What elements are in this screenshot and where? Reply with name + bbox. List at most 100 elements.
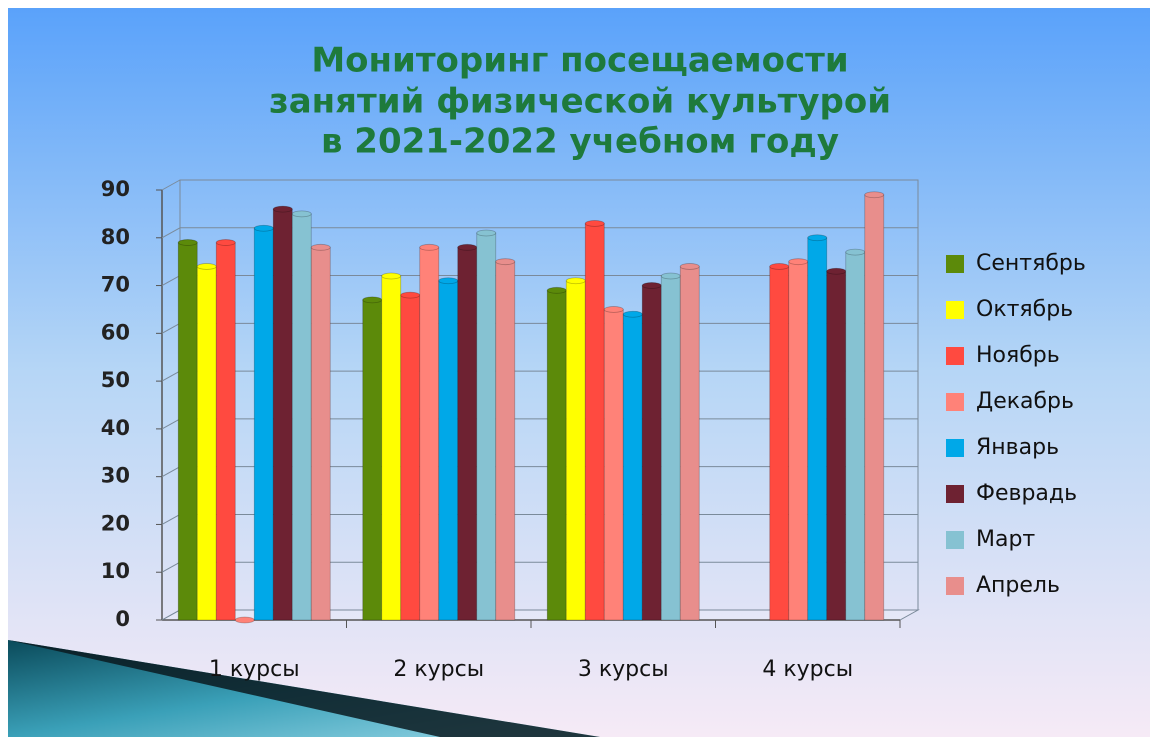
bar <box>845 251 866 621</box>
x-tick-label: 2 курсы <box>393 657 484 682</box>
legend-swatch <box>946 439 964 457</box>
bar-cap <box>457 243 478 251</box>
legend-label: Апрель <box>976 573 1060 598</box>
grid-connector <box>161 370 181 382</box>
bar <box>419 246 440 621</box>
bar-cap <box>215 239 236 246</box>
bar <box>807 237 828 621</box>
bar <box>641 285 662 621</box>
title: Мониторинг посещаемости занятий физическ… <box>269 41 891 162</box>
bar <box>310 246 331 621</box>
bar <box>253 227 274 621</box>
grid-connector <box>161 514 181 525</box>
bar <box>457 246 478 621</box>
bar-cap <box>310 243 331 251</box>
bar <box>381 275 402 621</box>
y-tick-label: 60 <box>101 320 130 344</box>
bar <box>215 242 236 621</box>
bar <box>679 266 700 621</box>
bar <box>438 280 459 621</box>
y-tick-label: 70 <box>101 273 130 297</box>
bar <box>177 242 198 621</box>
bar-cap <box>546 286 567 294</box>
bar-cap <box>845 248 866 256</box>
bar-cap <box>362 296 383 304</box>
title-line: Мониторинг посещаемости <box>311 41 848 81</box>
y-tick-label: 50 <box>101 368 130 392</box>
bar-cap <box>234 616 255 624</box>
bar-cap <box>788 258 809 266</box>
title-line: занятий физической культурой <box>269 82 891 122</box>
legend-swatch <box>946 577 964 595</box>
grid-connector <box>161 561 181 573</box>
bar <box>565 280 586 621</box>
legend-swatch <box>946 531 964 549</box>
y-tick-label: 20 <box>101 511 130 535</box>
bar-cap <box>807 234 828 242</box>
bar-cap <box>253 224 274 232</box>
x-tick-label: 3 курсы <box>578 657 669 682</box>
title-line: в 2021-2022 учебном году <box>321 122 839 162</box>
legend-swatch <box>946 485 964 503</box>
corner-shadow <box>8 640 600 737</box>
bar-cap <box>272 205 293 213</box>
grid-connector <box>161 466 181 478</box>
bar <box>495 261 516 621</box>
bar <box>291 213 312 621</box>
bar <box>864 194 885 621</box>
y-tick-label: 80 <box>101 225 130 249</box>
bar-cap <box>565 277 586 285</box>
bar <box>400 294 421 621</box>
bar-cap <box>864 191 885 199</box>
x-tick-label: 4 курсы <box>762 657 853 682</box>
bar-cap <box>660 272 681 280</box>
bar-cap <box>400 291 421 299</box>
y-tick-label: 30 <box>101 464 130 488</box>
bar <box>584 223 605 621</box>
grid-connector <box>161 609 181 621</box>
legend-label: Октябрь <box>976 297 1073 322</box>
y-tick-label: 0 <box>115 607 130 631</box>
legend-swatch <box>946 393 964 411</box>
bar-cap <box>641 282 662 289</box>
bar <box>362 299 383 621</box>
legend-label: Март <box>976 527 1035 552</box>
bar <box>603 309 624 621</box>
x-tick-label: 1 курсы <box>209 657 300 682</box>
bar-cap <box>584 220 605 227</box>
legend-label: Декабрь <box>976 389 1074 414</box>
bar <box>826 270 847 621</box>
legend-label: Сентябрь <box>976 251 1086 276</box>
grid-connector <box>161 275 181 286</box>
grid-connector <box>161 322 181 334</box>
bar <box>476 232 497 621</box>
bar <box>272 208 293 621</box>
grid-connector <box>161 418 181 430</box>
grid-connector <box>161 227 181 239</box>
bar-cap <box>291 210 312 218</box>
bar <box>622 313 643 621</box>
bar-cap <box>679 263 700 270</box>
bar <box>769 266 790 621</box>
bar-cap <box>495 258 516 266</box>
bar <box>196 266 217 621</box>
bar-cap <box>419 243 440 251</box>
bar-cap <box>438 277 459 285</box>
legend-swatch <box>946 255 964 273</box>
bar-cap <box>476 229 497 237</box>
legend-label: Январь <box>976 435 1059 460</box>
legend-swatch <box>946 347 964 365</box>
legend-label: Феврадь <box>976 481 1077 506</box>
legend-swatch <box>946 301 964 319</box>
y-tick-label: 90 <box>101 177 130 201</box>
y-tick-label: 10 <box>101 559 130 583</box>
bar-cap <box>177 239 198 246</box>
bar-cap <box>603 306 624 313</box>
bar-cap <box>769 263 790 270</box>
grid-connector <box>161 179 181 191</box>
bar-cap <box>826 267 847 275</box>
bar <box>660 275 681 621</box>
bar-cap <box>381 272 402 280</box>
